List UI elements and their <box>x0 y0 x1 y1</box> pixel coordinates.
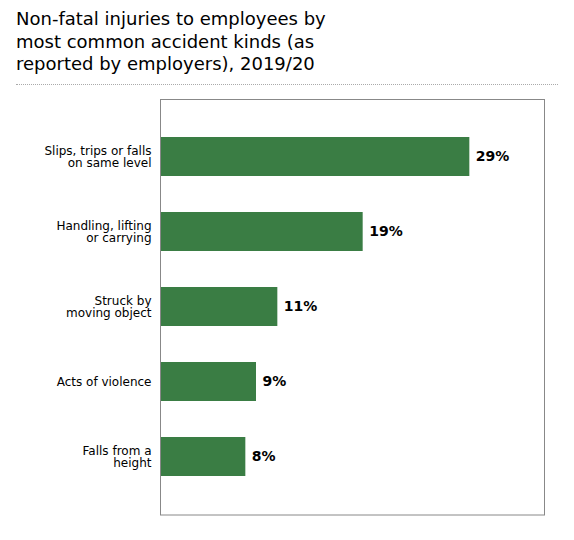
svg-text:29%: 29% <box>476 148 510 164</box>
svg-text:Falls from aheight: Falls from aheight <box>83 443 152 469</box>
html-text:Non-fatal injuries to employee: Non-fatal injuries to employees by most … <box>16 8 326 74</box>
svg-text:Struck bymoving object: Struck bymoving object <box>66 293 152 319</box>
svg-text:19%: 19% <box>369 223 403 239</box>
svg-text:8%: 8% <box>252 448 276 464</box>
svg-text:Acts of violence: Acts of violence <box>57 374 152 388</box>
svg-text:Slips, trips or fallson same l: Slips, trips or fallson same level <box>44 143 151 169</box>
svg-text:11%: 11% <box>284 298 318 314</box>
svg-text:9%: 9% <box>263 373 287 389</box>
svg-text:Handling, liftingor carrying: Handling, liftingor carrying <box>56 218 151 244</box>
